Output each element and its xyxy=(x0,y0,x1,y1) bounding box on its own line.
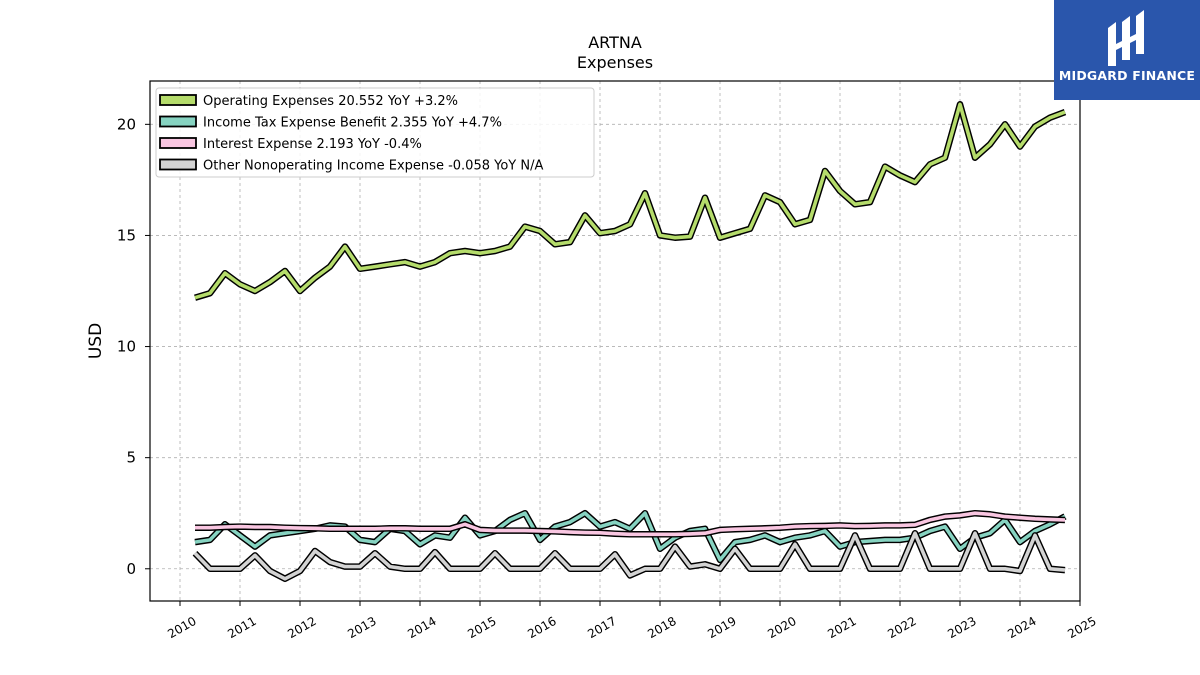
series-lines xyxy=(192,101,1067,583)
legend-label: Interest Expense 2.193 YoY -0.4% xyxy=(203,137,422,152)
x-tick-label: 2019 xyxy=(705,614,738,641)
midgard-logo-icon xyxy=(1108,10,1144,66)
y-tick-label: 0 xyxy=(126,560,136,578)
series-2 xyxy=(195,509,1066,538)
x-tick-label: 2025 xyxy=(1065,614,1098,641)
legend-item: Interest Expense 2.193 YoY -0.4% xyxy=(159,137,422,152)
chart-subtitle: Expenses xyxy=(577,53,653,72)
x-tick-label: 2023 xyxy=(945,614,978,641)
series-line xyxy=(195,511,1066,537)
x-tick-label: 2022 xyxy=(885,614,918,641)
x-tick-label: 2012 xyxy=(285,614,318,641)
legend: Operating Expenses 20.552 YoY +3.2% Incom… xyxy=(155,87,595,178)
x-tick-label: 2011 xyxy=(225,614,258,641)
legend-swatch xyxy=(159,115,197,128)
legend-box xyxy=(155,87,595,178)
x-tick-label: 2024 xyxy=(1005,614,1038,641)
series-line xyxy=(193,531,1066,581)
y-axis-label: USD xyxy=(86,323,106,359)
y-tick-label: 5 xyxy=(126,449,136,467)
x-tick-label: 2010 xyxy=(165,614,198,641)
chart-title: ARTNA xyxy=(588,33,642,52)
plot-frame xyxy=(149,80,1081,602)
brand-logo: MIDGARD FINANCE xyxy=(1054,0,1200,100)
y-tick-label: 20 xyxy=(117,115,136,133)
legend-swatch xyxy=(159,94,197,106)
series-0 xyxy=(194,101,1067,301)
legend-swatch xyxy=(159,158,197,171)
series-line xyxy=(194,102,1066,300)
x-tick-label: 2021 xyxy=(825,614,858,641)
x-tick-label: 2017 xyxy=(585,614,618,641)
y-axis-ticks: 0 5 10 15 20 xyxy=(117,115,150,578)
legend-swatch xyxy=(159,137,197,149)
legend-item: Operating Expenses 20.552 YoY +3.2% xyxy=(159,94,458,109)
legend-label: Income Tax Expense Benefit 2.355 YoY +4.… xyxy=(203,116,502,131)
x-tick-label: 2013 xyxy=(345,614,378,641)
x-axis-ticks: 2010 2011 2012 2013 2014 2015 2016 2017 2018 2019… xyxy=(165,601,1099,641)
y-tick-label: 15 xyxy=(117,226,136,244)
x-tick-label: 2018 xyxy=(645,614,678,641)
brand-name: MIDGARD FINANCE xyxy=(1058,68,1196,83)
legend-label: Operating Expenses 20.552 YoY +3.2% xyxy=(203,94,458,109)
series-line-outline xyxy=(192,529,1066,583)
legend-item: Other Nonoperating Income Expense -0.058… xyxy=(159,158,543,174)
x-tick-label: 2015 xyxy=(465,614,498,641)
x-tick-label: 2020 xyxy=(765,614,798,641)
x-tick-label: 2016 xyxy=(525,614,558,641)
legend-label: Other Nonoperating Income Expense -0.058… xyxy=(203,159,543,174)
x-tick-label: 2014 xyxy=(405,614,438,641)
legend-item: Income Tax Expense Benefit 2.355 YoY +4.… xyxy=(159,115,502,131)
y-tick-label: 10 xyxy=(117,338,136,356)
series-3 xyxy=(192,529,1066,583)
